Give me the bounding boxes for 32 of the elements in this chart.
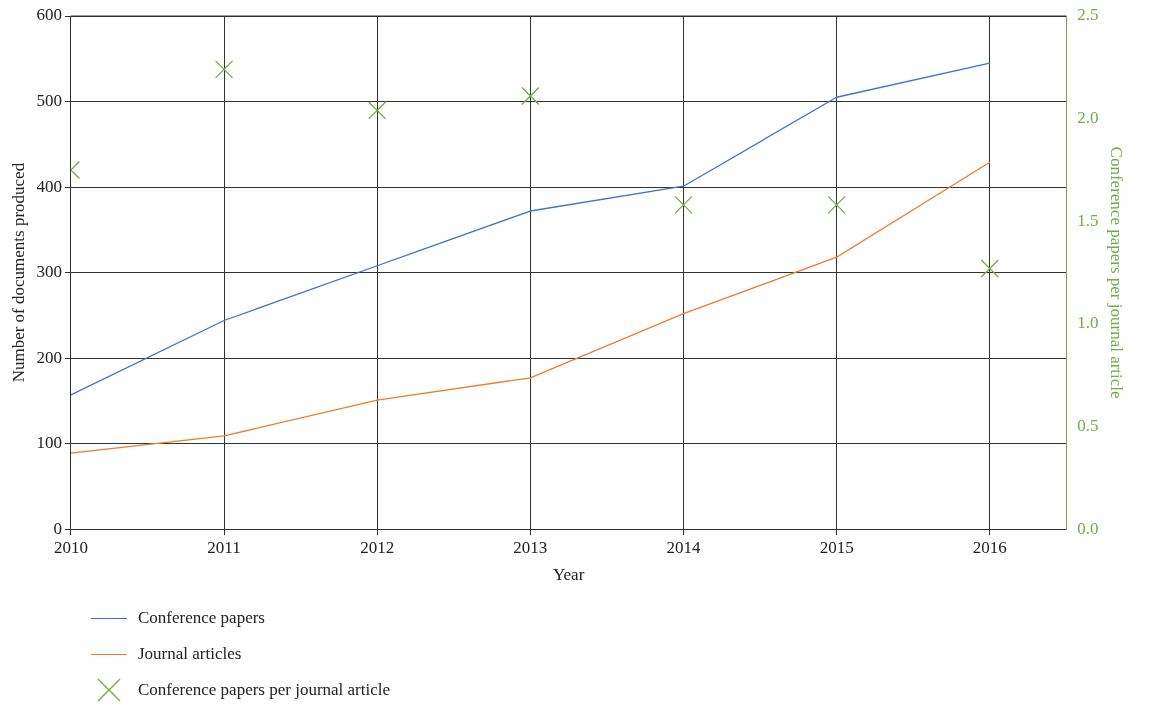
x-tick-label: 2011 — [207, 537, 241, 557]
legend-label: Conference papers — [138, 608, 265, 628]
legend-label: Journal articles — [138, 644, 242, 664]
legend-label: Conference papers per journal article — [138, 680, 391, 700]
y2-tick-label: 1.5 — [1077, 210, 1099, 230]
x-tick-label: 2016 — [972, 537, 1007, 557]
y-tick-label: 100 — [36, 433, 62, 453]
point — [827, 195, 846, 214]
x-tick-label: 2010 — [53, 537, 88, 557]
point — [674, 195, 693, 214]
y-tick-label: 0 — [53, 518, 62, 538]
y-tick-label: 600 — [36, 5, 62, 25]
point — [521, 86, 540, 106]
y2-tick-label: 0.0 — [1077, 518, 1099, 538]
x-tick-label: 2015 — [819, 537, 854, 557]
y2-tick-label: 2.0 — [1077, 108, 1099, 128]
y-tick-label: 500 — [36, 91, 62, 110]
x-tick-label: 2014 — [666, 537, 701, 557]
y2-axis-title: Conference papers per journal article — [1107, 146, 1127, 399]
point — [980, 259, 999, 278]
y-tick-label: 200 — [36, 347, 62, 367]
point — [214, 60, 234, 79]
y2-tick-label: 0.5 — [1077, 416, 1099, 436]
y-axis-title: Number of documents produced — [8, 162, 28, 383]
x-tick-label: 2012 — [360, 537, 395, 557]
y2-tick-label: 1.0 — [1077, 313, 1099, 333]
x-axis-title: Year — [552, 565, 585, 585]
x-tick-label: 2013 — [513, 537, 548, 557]
point — [368, 101, 387, 120]
y-tick-label: 300 — [36, 262, 62, 282]
y2-tick-label: 2.5 — [1077, 5, 1099, 25]
y-tick-label: 400 — [36, 176, 62, 196]
